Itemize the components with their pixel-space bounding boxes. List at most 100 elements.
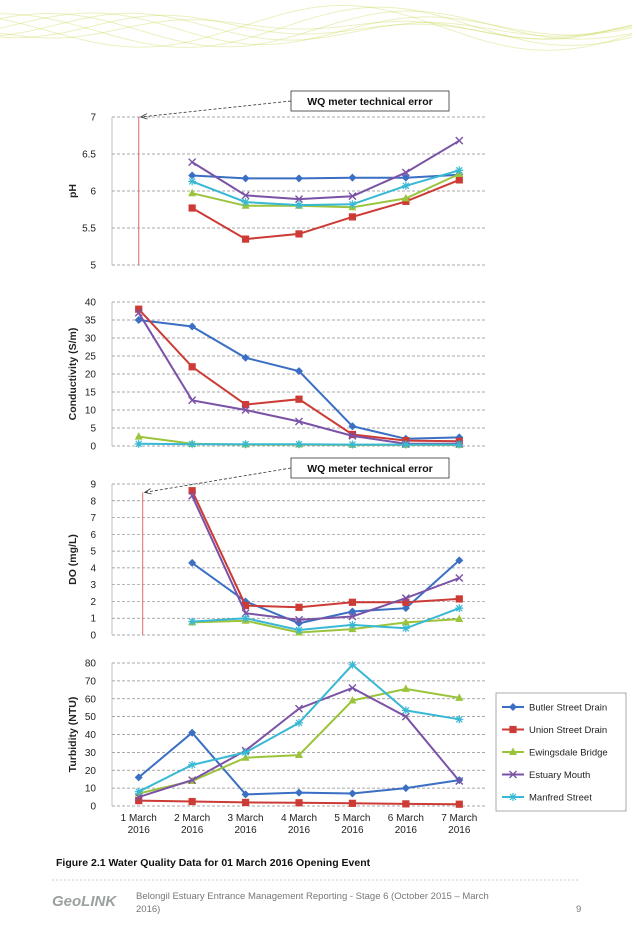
x-tick-label: 1 March <box>121 813 157 824</box>
data-point <box>455 166 464 175</box>
series-butler-street-drain <box>188 170 464 183</box>
y-tick-label: 2 <box>90 597 96 608</box>
ribbon-wave <box>0 12 633 41</box>
data-point <box>455 136 464 145</box>
data-point <box>348 192 357 201</box>
data-point <box>188 558 197 567</box>
y-tick-label: 5 <box>90 424 96 435</box>
annotation-arrowhead <box>143 488 152 495</box>
series-butler-street-drain <box>134 728 464 799</box>
x-tick-label: 2016 <box>448 825 471 836</box>
data-point <box>455 595 463 603</box>
y-tick-label: 40 <box>85 730 97 741</box>
data-point <box>295 625 303 634</box>
series-line <box>138 663 460 793</box>
data-point <box>241 401 250 409</box>
data-point <box>455 693 464 701</box>
data-point <box>348 422 357 431</box>
data-point <box>401 594 410 603</box>
legend-marker <box>509 703 517 711</box>
data-point <box>295 201 303 210</box>
series-line <box>191 178 460 241</box>
series-line <box>191 169 460 207</box>
series-manfred-street <box>188 166 464 210</box>
y-tick-label: 50 <box>85 712 97 723</box>
data-point <box>241 198 250 207</box>
data-point <box>348 200 357 209</box>
ribbon-wave <box>0 10 633 48</box>
data-point <box>188 776 197 785</box>
series-line <box>137 312 460 445</box>
series-butler-street-drain <box>134 316 464 443</box>
annotation-arrow <box>144 467 292 493</box>
y-tick-label: 6 <box>90 530 96 541</box>
data-point <box>188 797 196 806</box>
data-point <box>401 712 410 721</box>
y-axis-label: Conductivity (S/m) <box>67 328 79 421</box>
legend-item-union-street-drain: Union Street Drain <box>502 725 607 736</box>
data-point <box>455 715 464 724</box>
data-point <box>455 614 464 623</box>
ribbon-wave <box>0 14 633 40</box>
series-estuary-mouth <box>188 136 464 204</box>
data-point <box>348 789 357 798</box>
footer-page-number: 9 <box>576 904 581 915</box>
x-tick-label: 2016 <box>395 825 418 836</box>
data-point <box>401 706 410 715</box>
data-point <box>188 322 197 331</box>
y-tick-label: 30 <box>85 748 97 759</box>
data-point <box>134 432 143 440</box>
data-point <box>241 174 250 183</box>
x-tick-label: 2016 <box>234 825 257 836</box>
legend-label: Ewingsdale Bridge <box>529 748 608 759</box>
data-point <box>241 440 250 449</box>
footer-text-line1: Belongil Estuary Entrance Management Rep… <box>136 891 489 902</box>
data-point <box>295 603 303 611</box>
chart-ph: 5 5.5 6 6.5 7 pH WQ meter technical error <box>67 90 486 272</box>
data-point <box>455 573 464 582</box>
data-point <box>295 704 303 713</box>
series-line <box>192 607 460 632</box>
data-point <box>348 607 357 616</box>
data-point <box>188 188 197 197</box>
data-point <box>188 363 196 371</box>
y-tick-label: 1 <box>90 614 96 625</box>
data-point <box>455 556 464 565</box>
legend-label: Union Street Drain <box>529 725 607 736</box>
series-line <box>191 173 460 209</box>
y-tick-label: 7 <box>90 113 96 124</box>
data-point <box>348 440 357 449</box>
y-tick-label: 0 <box>90 802 96 813</box>
data-point <box>402 598 410 606</box>
y-tick-label: 0 <box>90 631 96 642</box>
y-tick-label: 0 <box>90 442 96 453</box>
data-point <box>134 773 143 782</box>
x-tick-label: 7 March <box>441 813 477 824</box>
data-point <box>241 748 250 757</box>
data-point <box>401 617 410 626</box>
data-point <box>295 799 303 807</box>
series-line <box>138 687 460 795</box>
header-ribbon <box>0 4 633 51</box>
x-tick-label: 3 March <box>228 813 264 824</box>
y-tick-label: 10 <box>85 406 97 417</box>
data-point <box>348 799 357 807</box>
data-point <box>134 787 143 796</box>
data-point <box>348 612 357 621</box>
legend-marker <box>509 770 517 779</box>
y-tick-label: 5.5 <box>82 224 96 235</box>
y-axis-label: DO (mg/L) <box>67 534 79 585</box>
x-tick-label: 2016 <box>341 825 364 836</box>
footer-logo: GeoLINK <box>52 893 117 910</box>
data-point <box>401 193 410 202</box>
data-point <box>348 430 357 439</box>
legend-label: Butler Street Drain <box>529 703 607 714</box>
series-union-street-drain <box>188 487 463 611</box>
x-tick-label: 4 March <box>281 813 317 824</box>
data-point <box>348 696 357 704</box>
data-point <box>134 308 143 317</box>
x-tick-label: 5 March <box>334 813 370 824</box>
x-tick-label: 2016 <box>128 825 151 836</box>
